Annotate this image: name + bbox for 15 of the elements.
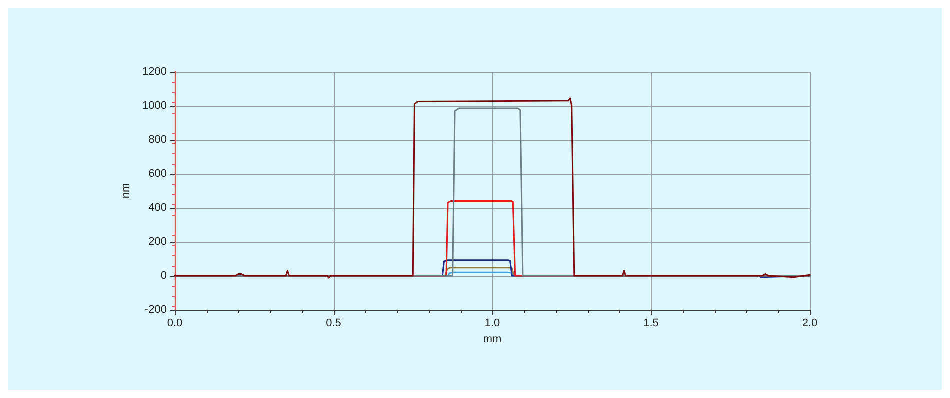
x-tick-label: 2.0 — [802, 318, 818, 330]
y-axis-title: nm — [120, 183, 132, 199]
y-tick-label: 800 — [148, 134, 167, 146]
y-tick-label: 0 — [160, 270, 167, 282]
y-tick-label: 200 — [148, 236, 167, 248]
y-tick-label: 400 — [148, 202, 167, 214]
x-tick-label: 0.5 — [326, 318, 342, 330]
y-tick-label: -200 — [144, 304, 167, 316]
x-axis-title: mm — [483, 333, 502, 346]
x-tick-label: 1.5 — [644, 318, 659, 330]
x-tick-label: 1.0 — [484, 318, 500, 330]
y-tick-label: 1000 — [142, 100, 167, 112]
y-tick-label: 600 — [148, 168, 167, 180]
x-tick-label: 0.0 — [167, 318, 183, 330]
y-tick-label: 1200 — [142, 66, 167, 78]
